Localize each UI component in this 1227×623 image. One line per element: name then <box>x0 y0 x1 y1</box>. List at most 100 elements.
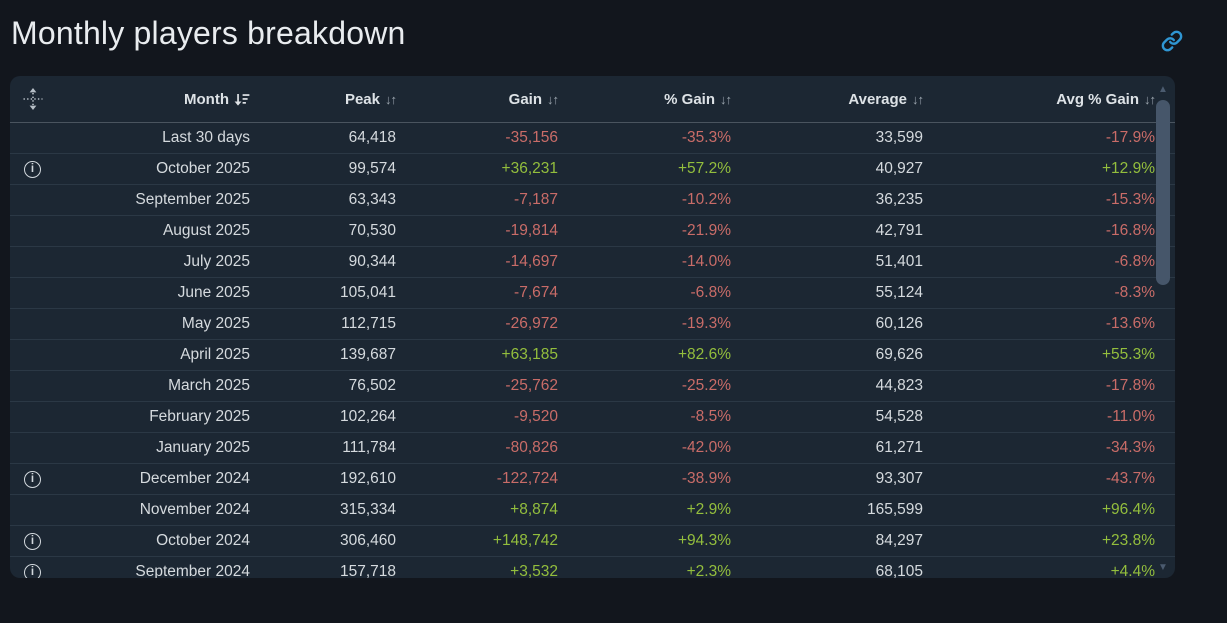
cell-avg-gain-pct: -8.3% <box>1114 284 1156 301</box>
cell-average: 33,599 <box>875 129 923 146</box>
sort-descending-icon <box>234 93 250 106</box>
cell-gain: +148,742 <box>492 532 558 549</box>
cell-month: July 2025 <box>183 253 250 270</box>
cell-month: November 2024 <box>139 501 250 518</box>
cell-gain-pct: -38.9% <box>681 470 731 487</box>
cell-gain: -122,724 <box>496 470 558 487</box>
cell-avg-gain-pct: -15.3% <box>1105 191 1155 208</box>
column-drag-handle[interactable] <box>10 76 55 122</box>
sort-unsorted-icon: ↓↑ <box>1144 92 1156 107</box>
cell-gain-pct: -14.0% <box>681 253 731 270</box>
cell-gain-pct: +82.6% <box>677 346 731 363</box>
cell-month: Last 30 days <box>162 129 250 146</box>
column-header-gain[interactable]: Gain ↓↑ <box>396 76 559 122</box>
cell-gain-pct: +94.3% <box>677 532 731 549</box>
cell-gain: -7,187 <box>514 191 558 208</box>
cell-average: 60,126 <box>875 315 923 332</box>
cell-peak: 192,610 <box>339 470 396 487</box>
info-icon[interactable]: i <box>24 160 41 178</box>
cell-average: 84,297 <box>875 532 923 549</box>
cell-gain-pct: -25.2% <box>681 377 731 394</box>
cell-info: i <box>10 557 55 578</box>
column-label: Avg % Gain <box>1056 90 1139 108</box>
cell-average: 42,791 <box>875 222 923 239</box>
cell-info <box>10 247 55 277</box>
cell-month: December 2024 <box>139 470 250 487</box>
cell-peak: 157,718 <box>339 563 396 578</box>
cell-peak: 76,502 <box>348 377 396 394</box>
column-header-month[interactable]: Month <box>55 76 250 122</box>
table-row: January 2025 111,784 -80,826 -42.0% 61,271 -3… <box>10 433 1175 464</box>
table-row: i September 2024 157,718 +3,532 +2.3% 68,105 +… <box>10 557 1175 578</box>
scrollbar-thumb[interactable] <box>1156 100 1170 285</box>
cell-peak: 90,344 <box>348 253 396 270</box>
cell-peak: 111,784 <box>342 439 396 456</box>
cell-info <box>10 185 55 215</box>
cell-average: 61,271 <box>875 439 923 456</box>
table-row: i October 2024 306,460 +148,742 +94.3% 84,297… <box>10 526 1175 557</box>
column-header-peak[interactable]: Peak ↓↑ <box>250 76 397 122</box>
cell-avg-gain-pct: -34.3% <box>1105 439 1155 456</box>
cell-gain-pct: -42.0% <box>681 439 731 456</box>
table-row: July 2025 90,344 -14,697 -14.0% 51,401 -6.8% <box>10 247 1175 278</box>
column-label: Average <box>848 90 907 108</box>
cell-month: September 2025 <box>135 191 250 208</box>
scroll-down-arrow[interactable]: ▼ <box>1158 562 1168 573</box>
cell-gain: -9,520 <box>514 408 558 425</box>
column-label: Gain <box>508 90 542 108</box>
cell-average: 68,105 <box>875 563 923 578</box>
cell-gain: +36,231 <box>501 160 558 177</box>
table-row: March 2025 76,502 -25,762 -25.2% 44,823 -17.8… <box>10 371 1175 402</box>
cell-gain-pct: -6.8% <box>690 284 732 301</box>
cell-avg-gain-pct: +4.4% <box>1110 563 1155 578</box>
cell-avg-gain-pct: +12.9% <box>1101 160 1155 177</box>
table-row: November 2024 315,334 +8,874 +2.9% 165,599 +9… <box>10 495 1175 526</box>
cell-gain: -7,674 <box>514 284 558 301</box>
cell-info <box>10 216 55 246</box>
cell-month: September 2024 <box>135 563 250 578</box>
info-icon[interactable]: i <box>24 470 41 488</box>
cell-month: October 2024 <box>156 532 250 549</box>
cell-gain: -19,814 <box>505 222 558 239</box>
cell-avg-gain-pct: +96.4% <box>1101 501 1155 518</box>
cell-gain: -80,826 <box>505 439 558 456</box>
cell-avg-gain-pct: -13.6% <box>1105 315 1155 332</box>
permalink-icon[interactable] <box>1161 30 1183 52</box>
table-row: May 2025 112,715 -26,972 -19.3% 60,126 -13.6% <box>10 309 1175 340</box>
cell-peak: 139,687 <box>339 346 396 363</box>
cell-average: 51,401 <box>875 253 923 270</box>
cell-average: 40,927 <box>875 160 923 177</box>
cell-peak: 99,574 <box>348 160 396 177</box>
column-header-avg-gain-pct[interactable]: Avg % Gain ↓↑ <box>923 76 1156 122</box>
table-body: Last 30 days 64,418 -35,156 -35.3% 33,599 -17… <box>10 123 1175 578</box>
table-header-row: Month Peak ↓↑ Gain ↓↑ % Gain ↓↑ <box>10 76 1175 123</box>
move-icon <box>23 88 42 110</box>
cell-average: 55,124 <box>875 284 923 301</box>
cell-info: i <box>10 154 55 184</box>
scroll-up-arrow[interactable]: ▲ <box>1158 84 1168 95</box>
info-icon[interactable]: i <box>24 532 41 550</box>
table-row: June 2025 105,041 -7,674 -6.8% 55,124 -8.3% <box>10 278 1175 309</box>
table-scrollbar[interactable]: ▲ ▼ <box>1155 82 1171 576</box>
cell-gain: +3,532 <box>510 563 558 578</box>
cell-month: January 2025 <box>156 439 250 456</box>
cell-info <box>10 402 55 432</box>
cell-average: 36,235 <box>875 191 923 208</box>
column-header-gain-pct[interactable]: % Gain ↓↑ <box>558 76 732 122</box>
cell-gain-pct: +2.9% <box>686 501 731 518</box>
column-header-average[interactable]: Average ↓↑ <box>731 76 924 122</box>
table-row: i October 2025 99,574 +36,231 +57.2% 40,927 +1… <box>10 154 1175 185</box>
cell-info <box>10 340 55 370</box>
table-row: April 2025 139,687 +63,185 +82.6% 69,626 +55.… <box>10 340 1175 371</box>
cell-info <box>10 123 55 153</box>
cell-info <box>10 309 55 339</box>
info-icon[interactable]: i <box>24 563 41 578</box>
column-label: % Gain <box>664 90 715 108</box>
players-table: Month Peak ↓↑ Gain ↓↑ % Gain ↓↑ <box>10 76 1175 578</box>
table-row: September 2025 63,343 -7,187 -10.2% 36,235 -1… <box>10 185 1175 216</box>
cell-month: October 2025 <box>156 160 250 177</box>
cell-month: August 2025 <box>162 222 250 239</box>
table-row: August 2025 70,530 -19,814 -21.9% 42,791 -16.… <box>10 216 1175 247</box>
cell-gain: +63,185 <box>501 346 558 363</box>
sort-unsorted-icon: ↓↑ <box>547 92 559 107</box>
